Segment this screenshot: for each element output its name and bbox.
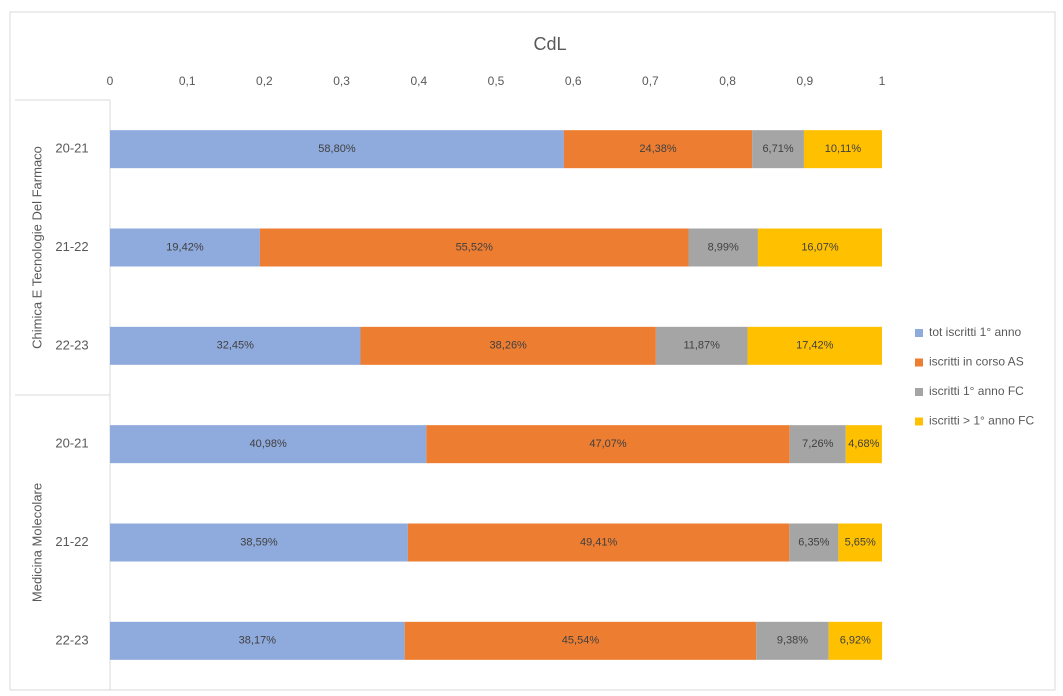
y-tick-label: 20-21 [55,436,88,451]
data-label: 45,54% [562,635,600,647]
bar-segment [110,130,564,169]
bar-segment [752,130,804,169]
bar-segment [845,425,882,464]
data-label: 58,80% [318,143,356,155]
x-tick-label: 0,3 [333,74,350,88]
data-label: 38,17% [239,635,277,647]
data-label: 38,59% [240,536,278,548]
legend-label: tot iscritti 1° anno [929,325,1022,339]
data-label: 6,35% [798,536,829,548]
data-label: 16,07% [801,241,839,253]
bar-segment [789,425,846,464]
x-tick-label: 0,4 [410,74,427,88]
data-label: 38,26% [490,340,528,352]
legend-label: iscritti in corso AS [929,355,1024,369]
y-tick-label: 20-21 [55,141,88,156]
legend-swatch [915,417,923,426]
bar-segment [404,621,757,660]
data-label: 11,87% [683,340,720,352]
bar-segment [789,523,839,562]
bar-segment [757,228,882,267]
data-label: 24,38% [639,143,677,155]
data-label: 6,71% [762,143,793,155]
x-tick-label: 0,5 [488,74,505,88]
y-tick-label: 22-23 [55,632,88,647]
data-label: 5,65% [845,536,876,548]
legend-label: iscritti 1° anno FC [929,384,1024,398]
legend-swatch [915,358,923,367]
bar-segment [655,326,748,365]
bar-segment [110,326,361,365]
x-tick-label: 0,2 [256,74,273,88]
bar-segment [110,621,405,660]
x-tick-label: 0 [107,74,114,88]
bar-segment [259,228,689,267]
x-tick-label: 0,9 [796,74,813,88]
x-tick-label: 0,6 [565,74,582,88]
bar-segment [110,425,427,464]
data-label: 32,45% [217,340,255,352]
data-label: 47,07% [589,438,627,450]
y-tick-label: 22-23 [55,337,88,352]
bar-segment [426,425,790,464]
x-tick-label: 1 [879,74,886,88]
data-label: 4,68% [848,438,879,450]
legend-label: iscritti > 1° anno FC [929,414,1035,428]
group-label: Medicina Molecolare [29,483,44,602]
chart-title: CdL [533,34,566,54]
data-label: 7,26% [802,438,833,450]
bar-segment [407,523,790,562]
bar-segment [828,621,883,660]
data-label: 17,42% [796,340,834,352]
legend-swatch [915,388,923,396]
legend-swatch [915,329,923,337]
data-label: 6,92% [840,635,871,647]
bar-segment [838,523,882,562]
bar-segment [360,326,656,365]
group-label: Chimica E Tecnologie Del Farmaco [29,146,44,349]
data-label: 10,11% [825,143,862,155]
data-label: 49,41% [580,536,618,548]
x-tick-label: 0,8 [719,74,736,88]
bar-segment [688,228,758,267]
data-label: 40,98% [250,438,288,450]
y-tick-label: 21-22 [55,534,88,549]
y-tick-label: 21-22 [55,239,88,254]
x-tick-label: 0,1 [179,74,196,88]
data-label: 8,99% [708,241,739,253]
bar-segment [563,130,753,169]
bar-segment [756,621,829,660]
bar-segment [803,130,882,169]
data-label: 55,52% [456,241,494,253]
bar-segment [110,523,408,562]
data-label: 9,38% [777,635,808,647]
x-tick-label: 0,7 [642,74,659,88]
bar-segment [110,228,260,267]
bar-segment [747,326,882,365]
data-label: 19,42% [166,241,204,253]
